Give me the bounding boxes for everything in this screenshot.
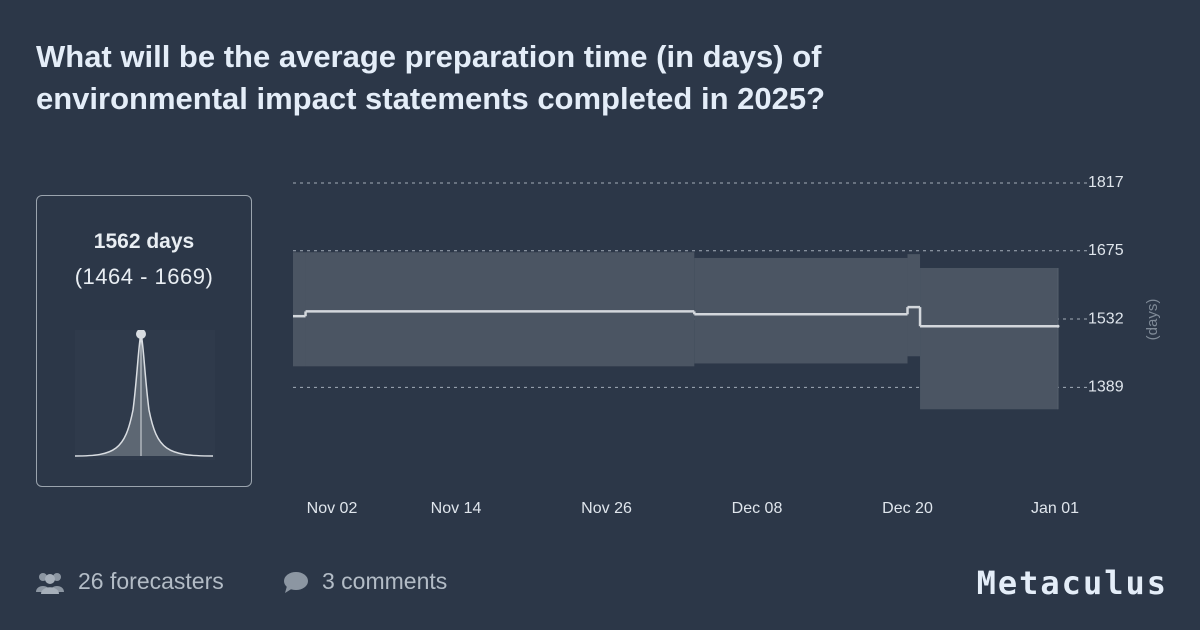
distribution-sketch	[75, 330, 215, 460]
x-tick-label: Dec 08	[732, 500, 783, 517]
interval-band	[293, 252, 306, 367]
interval-band	[694, 257, 908, 364]
x-tick-label: Nov 26	[581, 500, 632, 517]
forecasters: 26 forecasters	[34, 568, 224, 595]
comments-count[interactable]: 3 comments	[322, 568, 448, 594]
y-tick-label: 1389	[1088, 379, 1124, 396]
brand: Metaculus	[976, 564, 1168, 602]
comments[interactable]: 3 comments	[282, 568, 447, 595]
median-dot	[136, 330, 146, 339]
summary-card: 1562 days (1464 - 1669)	[36, 195, 252, 487]
y-axis-label: (days)	[1144, 299, 1161, 341]
summary-range: (1464 - 1669)	[74, 264, 214, 289]
y-tick-label: 1675	[1088, 242, 1124, 259]
y-tick-label: 1817	[1088, 174, 1124, 191]
question-title: What will be the average preparation tim…	[36, 39, 826, 116]
interval-band	[920, 267, 1058, 410]
people-icon	[36, 572, 64, 594]
x-tick-label: Jan 01	[1031, 500, 1079, 517]
x-tick-label: Nov 14	[431, 500, 482, 517]
x-tick-label: Dec 20	[882, 500, 933, 517]
interval-band	[305, 252, 695, 367]
forecasters-count: 26 forecasters	[78, 568, 224, 594]
density-area	[75, 334, 213, 456]
interval-band	[907, 254, 921, 357]
comment-icon	[284, 571, 308, 593]
footer: 26 forecasters 3 comments Metaculus	[34, 562, 1168, 602]
y-tick-label: 1532	[1088, 310, 1124, 327]
x-tick-label: Nov 02	[307, 500, 358, 517]
median-end	[1056, 324, 1060, 328]
summary-value: 1562 days	[93, 230, 195, 253]
